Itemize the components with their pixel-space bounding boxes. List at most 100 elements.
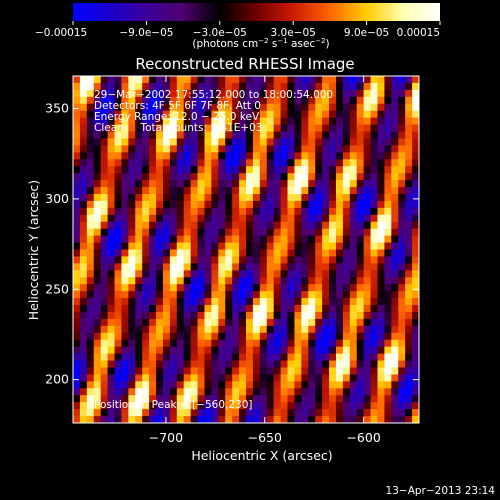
heatmap-cell xyxy=(162,152,171,160)
heatmap-cell xyxy=(197,82,206,91)
heatmap-cell xyxy=(79,152,88,160)
heatmap-cell xyxy=(239,173,247,181)
heatmap-cell xyxy=(149,402,157,410)
heatmap-cell xyxy=(342,89,351,98)
heatmap-cell xyxy=(149,76,157,84)
heatmap-cell xyxy=(239,332,247,341)
heatmap-cell xyxy=(259,96,268,105)
heatmap-cell xyxy=(73,284,81,292)
heatmap-cell xyxy=(176,256,185,264)
heatmap-cell xyxy=(322,131,330,140)
heatmap-cell xyxy=(335,346,344,355)
heatmap-cell xyxy=(294,96,302,105)
heatmap-cell xyxy=(135,277,143,285)
heatmap-cell xyxy=(135,388,143,396)
heatmap-cell xyxy=(391,228,399,237)
heatmap-cell xyxy=(329,284,337,292)
heatmap-cell xyxy=(322,256,330,264)
heatmap-cell xyxy=(149,381,157,389)
heatmap-cell xyxy=(398,339,406,348)
heatmap-cell xyxy=(128,270,136,278)
heatmap-cell xyxy=(197,166,206,174)
heatmap-cell xyxy=(86,381,95,389)
annotation-energy: Energy Range: 12.0 − 25.0 keV xyxy=(94,111,260,123)
x-tick-label: −600 xyxy=(346,430,380,445)
heatmap-cell xyxy=(363,388,372,396)
colorbar-tick-label: 3.0e−05 xyxy=(271,27,316,39)
heatmap-cell xyxy=(107,311,116,320)
heatmap-cell xyxy=(384,318,392,327)
heatmap-cell xyxy=(412,159,419,167)
heatmap-cell xyxy=(356,402,365,410)
heatmap-cell xyxy=(287,221,296,230)
heatmap-cell xyxy=(363,374,372,382)
heatmap-cell xyxy=(73,207,81,216)
heatmap-cell xyxy=(377,374,385,382)
heatmap-cell xyxy=(329,381,337,389)
heatmap-cell xyxy=(79,374,88,382)
heatmap-cell xyxy=(142,145,150,153)
heatmap-cell xyxy=(162,235,171,244)
heatmap-cell xyxy=(246,325,254,334)
heatmap-cell xyxy=(266,298,275,306)
heatmap-cell xyxy=(259,173,268,181)
heatmap-cell xyxy=(412,416,419,423)
heatmap-cell xyxy=(183,395,192,403)
heatmap-cell xyxy=(149,131,157,140)
heatmap-cell xyxy=(342,416,351,423)
heatmap-cell xyxy=(121,291,129,299)
heatmap-cell xyxy=(73,103,81,112)
heatmap-cell xyxy=(149,346,157,355)
heatmap-cell xyxy=(218,311,226,320)
heatmap-cell xyxy=(211,207,219,216)
heatmap-cell xyxy=(259,360,268,369)
heatmap-cell xyxy=(239,200,247,209)
heatmap-cell xyxy=(246,187,254,195)
heatmap-cell xyxy=(169,270,178,278)
heatmap-cell xyxy=(79,305,88,313)
heatmap-cell xyxy=(391,388,399,396)
heatmap-cell xyxy=(246,103,254,112)
heatmap-cell xyxy=(370,138,379,146)
heatmap-cell xyxy=(156,360,164,369)
heatmap-cell xyxy=(322,138,330,146)
heatmap-cell xyxy=(356,332,365,341)
heatmap-cell xyxy=(239,388,247,396)
heatmap-cell xyxy=(169,228,178,237)
heatmap-cell xyxy=(349,402,358,410)
heatmap-cell xyxy=(308,388,316,396)
heatmap-cell xyxy=(169,193,178,202)
heatmap-cell xyxy=(162,388,171,396)
heatmap-cell xyxy=(142,325,150,334)
heatmap-cell xyxy=(335,166,344,174)
heatmap-cell xyxy=(370,235,379,244)
heatmap-cell xyxy=(190,103,199,112)
heatmap-cell xyxy=(100,284,109,292)
heatmap-cell xyxy=(266,235,275,244)
heatmap-cell xyxy=(259,381,268,389)
heatmap-cell xyxy=(280,339,289,348)
heatmap-cell xyxy=(93,193,102,202)
heatmap-cell xyxy=(128,374,136,382)
heatmap-cell xyxy=(342,360,351,369)
heatmap-cell xyxy=(391,409,399,417)
heatmap-cell xyxy=(197,138,206,146)
heatmap-cell xyxy=(252,96,261,105)
heatmap-cell xyxy=(183,249,192,258)
heatmap-cell xyxy=(342,270,351,278)
heatmap-cell xyxy=(121,76,129,84)
heatmap-cell xyxy=(73,242,81,251)
heatmap-cell xyxy=(398,76,406,84)
heatmap-cell xyxy=(356,409,365,417)
heatmap-cell xyxy=(301,117,309,126)
heatmap-cell xyxy=(176,89,185,98)
heatmap-cell xyxy=(135,416,143,423)
heatmap-cell xyxy=(384,325,392,334)
heatmap-cell xyxy=(93,409,102,417)
heatmap-cell xyxy=(301,409,309,417)
heatmap-cell xyxy=(93,110,102,119)
heatmap-cell xyxy=(308,138,316,146)
heatmap-cell xyxy=(259,409,268,417)
heatmap-cell xyxy=(398,96,406,105)
heatmap-cell xyxy=(412,180,419,188)
